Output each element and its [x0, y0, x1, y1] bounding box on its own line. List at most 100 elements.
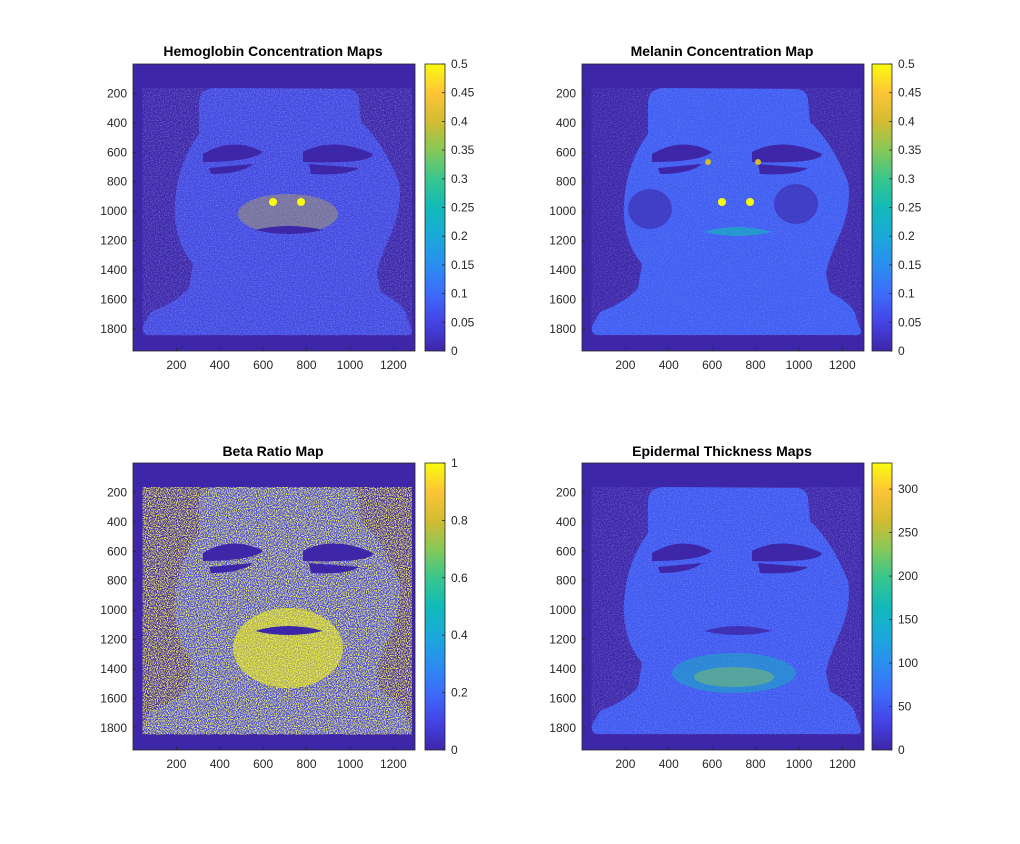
x-tick-label: 1000 [337, 358, 364, 372]
y-tick-label: 600 [107, 544, 127, 558]
y-tick-label: 1200 [100, 633, 127, 647]
colorbar-tick-label: 100 [898, 656, 918, 670]
x-tick-label: 400 [210, 358, 230, 372]
x-axis: 200 400 600 800 1000 1200 [166, 348, 407, 372]
x-tick-label: 1200 [380, 757, 407, 771]
x-tick-label: 600 [702, 757, 722, 771]
colorbar-tick-label: 1 [451, 456, 458, 470]
colorbar-tick-label: 0.05 [451, 315, 475, 329]
heatmap-image [133, 64, 415, 351]
heatmap-image [582, 463, 864, 750]
colorbar-tick-label: 0.4 [451, 114, 468, 128]
heatmap-image [133, 463, 415, 750]
y-tick-label: 400 [556, 116, 576, 130]
y-tick-label: 600 [556, 145, 576, 159]
x-tick-label: 200 [166, 757, 186, 771]
y-tick-label: 1400 [100, 662, 127, 676]
colorbar-ticks: 0 0.2 0.4 0.6 0.8 1 [442, 456, 468, 757]
colorbar-tick-label: 0.1 [898, 287, 915, 301]
y-tick-label: 200 [556, 86, 576, 100]
colorbar-tick-label: 0 [451, 743, 458, 757]
y-tick-label: 400 [107, 515, 127, 529]
colorbar-tick-label: 0.5 [898, 57, 915, 71]
chart-title: Melanin Concentration Map [631, 43, 814, 59]
y-tick-label: 200 [556, 485, 576, 499]
y-tick-label: 1400 [549, 662, 576, 676]
x-tick-label: 200 [615, 757, 635, 771]
x-tick-label: 800 [297, 757, 317, 771]
x-tick-label: 1200 [829, 757, 856, 771]
axes-box [581, 63, 865, 352]
panel-melanin: Melanin Concentration Map 200 400 600 800 10… [549, 43, 921, 372]
chart-title: Hemoglobin Concentration Maps [163, 43, 383, 59]
y-tick-label: 1600 [549, 691, 576, 705]
colorbar-tick-label: 0.6 [451, 571, 468, 585]
colorbar-tick-label: 0.3 [451, 172, 468, 186]
colorbar-tick-label: 0.15 [898, 258, 922, 272]
colorbar-tick-label: 0.2 [451, 229, 468, 243]
y-tick-label: 800 [107, 175, 127, 189]
x-tick-label: 200 [615, 358, 635, 372]
colorbar-tick-label: 0.2 [451, 686, 468, 700]
x-tick-label: 1200 [380, 358, 407, 372]
y-tick-label: 1400 [549, 263, 576, 277]
colorbar-tick-label: 0.35 [898, 143, 922, 157]
x-axis: 200 400 600 800 1000 1200 [615, 747, 856, 771]
colorbar-tick-label: 0.5 [451, 57, 468, 71]
colorbar-tick-label: 0.05 [898, 315, 922, 329]
colorbar-tick-label: 0.25 [898, 201, 922, 215]
x-tick-label: 600 [253, 757, 273, 771]
panel-beta-ratio: Beta Ratio Map 200 400 600 800 1000 1200 200 4… [100, 443, 468, 771]
panel-epidermal-thickness: Epidermal Thickness Maps 200 400 600 800 100… [549, 443, 918, 771]
y-tick-label: 1000 [100, 204, 127, 218]
colorbar [871, 462, 893, 751]
y-tick-label: 400 [107, 116, 127, 130]
x-axis: 200 400 600 800 1000 1200 [166, 747, 407, 771]
x-tick-label: 200 [166, 358, 186, 372]
y-tick-label: 1600 [100, 292, 127, 306]
x-tick-label: 400 [659, 358, 679, 372]
x-tick-label: 1000 [786, 358, 813, 372]
colorbar-tick-label: 0.45 [898, 86, 922, 100]
y-tick-label: 1800 [100, 721, 127, 735]
colorbar-tick-label: 0.1 [451, 287, 468, 301]
chart-title: Beta Ratio Map [222, 443, 323, 459]
x-tick-label: 400 [659, 757, 679, 771]
x-axis: 200 400 600 800 1000 1200 [615, 348, 856, 372]
y-tick-label: 1800 [100, 322, 127, 336]
y-tick-label: 800 [556, 574, 576, 588]
colorbar-tick-label: 0.15 [451, 258, 475, 272]
colorbar-tick-label: 0 [898, 344, 905, 358]
y-tick-label: 1600 [100, 691, 127, 705]
y-tick-label: 200 [107, 485, 127, 499]
x-tick-label: 800 [746, 757, 766, 771]
y-tick-label: 1000 [100, 603, 127, 617]
y-axis: 200 400 600 800 1000 1200 1400 1600 1800 [549, 485, 585, 735]
chart-title: Epidermal Thickness Maps [632, 443, 812, 459]
colorbar-tick-label: 200 [898, 569, 918, 583]
y-tick-label: 1200 [549, 234, 576, 248]
colorbar [424, 462, 446, 751]
colorbar-tick-label: 0.45 [451, 86, 475, 100]
x-tick-label: 1000 [786, 757, 813, 771]
colorbar-tick-label: 50 [898, 700, 912, 714]
y-tick-label: 1600 [549, 292, 576, 306]
y-axis: 200 400 600 800 1000 1200 1400 1600 1800 [100, 86, 136, 336]
y-tick-label: 1800 [549, 322, 576, 336]
colorbar-tick-label: 0.4 [451, 628, 468, 642]
colorbar-tick-label: 150 [898, 613, 918, 627]
y-tick-label: 600 [556, 544, 576, 558]
y-tick-label: 200 [107, 86, 127, 100]
colorbar-ticks: 0 0.05 0.1 0.15 0.2 0.25 0.3 0.35 0.4 0.45 0.5 [889, 57, 922, 358]
y-tick-label: 800 [107, 574, 127, 588]
colorbar-tick-label: 0.25 [451, 201, 475, 215]
axes-box [581, 462, 865, 751]
x-tick-label: 800 [746, 358, 766, 372]
x-tick-label: 1200 [829, 358, 856, 372]
colorbar-tick-label: 0.2 [898, 229, 915, 243]
x-tick-label: 400 [210, 757, 230, 771]
y-tick-label: 600 [107, 145, 127, 159]
colorbar-tick-label: 250 [898, 526, 918, 540]
colorbar-tick-label: 0.3 [898, 172, 915, 186]
